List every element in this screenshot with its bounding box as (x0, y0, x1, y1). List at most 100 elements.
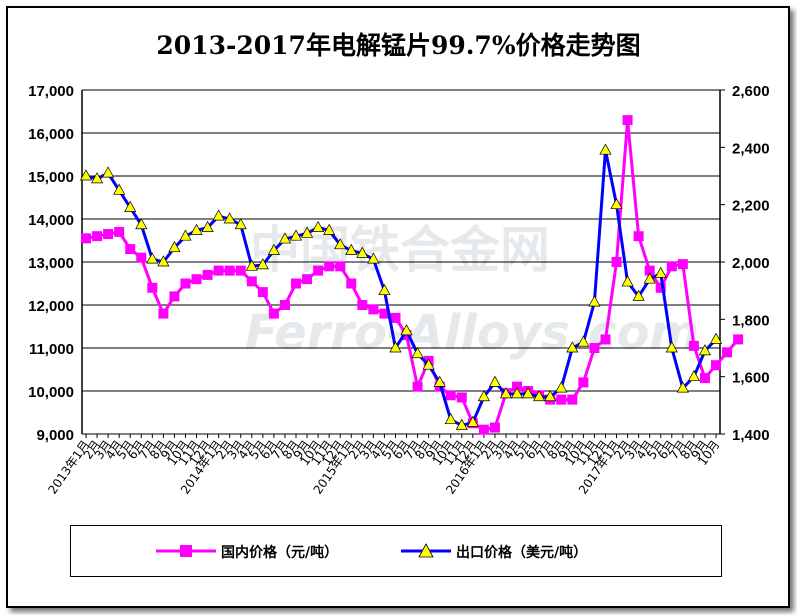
domestic-price-point (644, 265, 655, 276)
export-price-point (610, 197, 623, 210)
export-price-point (698, 344, 712, 356)
left-tick-label: 9,000 (36, 427, 74, 444)
left-tick-label: 12,000 (28, 298, 74, 315)
domestic-price-point (235, 265, 246, 276)
domestic-price-point (103, 229, 114, 240)
right-tick-label: 2,600 (732, 83, 770, 100)
export-price-point (267, 243, 280, 255)
export-price-point (312, 220, 325, 232)
domestic-price-point (81, 233, 91, 244)
export-price-point (79, 169, 93, 181)
export-price-point (157, 255, 170, 267)
watermark-cn: 中国铁合金网 (250, 221, 550, 279)
domestic-price-point (633, 231, 644, 242)
domestic-price-point (357, 300, 368, 310)
export-price-point (466, 415, 479, 427)
domestic-price-point (313, 265, 324, 276)
domestic-price-point (291, 278, 301, 289)
domestic-price-point (489, 422, 500, 433)
domestic-price-point (456, 392, 467, 403)
export-price-point (455, 418, 468, 430)
right-tick-label: 1,600 (732, 370, 770, 387)
chart-title: 2013-2017年电解锰片99.7%价格走势图 (156, 31, 641, 60)
export-price-point (566, 341, 579, 353)
export-price-point (190, 223, 203, 235)
export-price-point (643, 272, 656, 284)
domestic-price-point (180, 278, 191, 289)
domestic-price-point (246, 276, 257, 287)
domestic-price-point (711, 360, 721, 371)
export-price-point (522, 387, 535, 399)
domestic-price-point (578, 377, 589, 388)
export-price-point (168, 240, 181, 253)
domestic-price-point (699, 373, 710, 384)
export-price-point (632, 289, 645, 301)
export-price-point (367, 252, 380, 264)
domestic-price-point (611, 257, 622, 267)
export-price-point (102, 166, 115, 178)
export-price-point (278, 232, 292, 244)
export-price-point (687, 369, 700, 382)
left-tick-label: 11,000 (29, 341, 74, 358)
export-price-point (477, 390, 490, 402)
export-price-point (400, 324, 413, 336)
export-price-point (201, 220, 214, 232)
right-tick-label: 2,000 (732, 255, 770, 272)
domestic-price-point (324, 261, 335, 272)
legend-export-label: 出口价格（美元/吨） (456, 545, 588, 561)
export-price-point (533, 390, 546, 402)
domestic-price-point (169, 291, 180, 302)
export-price-point (300, 226, 314, 238)
export-price-point (676, 381, 689, 393)
export-price-point (599, 143, 612, 155)
export-price-point (665, 341, 678, 353)
left-tick-label: 16,000 (28, 126, 74, 143)
export-price-point (654, 266, 667, 278)
export-price-line (85, 149, 718, 427)
export-price-point (323, 223, 336, 235)
left-tick-label: 13,000 (28, 255, 74, 272)
domestic-price-point (191, 274, 202, 285)
domestic-price-point (733, 334, 744, 345)
domestic-price-point (622, 115, 633, 126)
export-price-point (212, 209, 225, 221)
domestic-price-point (147, 282, 158, 293)
export-price-point (577, 335, 590, 347)
right-tick-label: 2,400 (732, 140, 770, 157)
domestic-price-point (567, 394, 578, 405)
export-price-point (334, 238, 347, 250)
domestic-price-line (85, 119, 740, 432)
domestic-price-point (346, 278, 357, 289)
export-price-point (124, 200, 137, 212)
domestic-price-point (445, 390, 456, 401)
left-tick-label: 14,000 (28, 212, 74, 229)
right-tick-label: 1,400 (732, 427, 770, 444)
left-tick-label: 10,000 (28, 384, 74, 401)
domestic-price-point (202, 269, 213, 280)
export-price-point (345, 243, 358, 255)
domestic-price-point (114, 226, 125, 237)
export-price-point (234, 218, 247, 230)
export-price-point (411, 347, 424, 359)
export-price-point (488, 375, 502, 387)
export-price-point (555, 381, 568, 393)
export-price-point (499, 387, 513, 399)
right-tick-label: 2,200 (732, 198, 770, 215)
legend-domestic-label: 国内价格（元/吨） (221, 545, 339, 561)
domestic-price-point (257, 287, 268, 298)
domestic-price-point (136, 252, 147, 263)
export-price-point (146, 252, 159, 264)
domestic-price-point (92, 231, 103, 242)
domestic-price-point (589, 343, 600, 353)
export-price-point (223, 212, 236, 224)
export-price-point (444, 412, 457, 425)
domestic-price-point (368, 304, 379, 315)
export-price-point (90, 172, 104, 184)
domestic-price-point (655, 282, 666, 293)
export-price-point (621, 275, 634, 287)
export-price-point (544, 390, 557, 402)
export-price-point (256, 258, 269, 270)
domestic-price-point (268, 308, 279, 319)
export-price-point (113, 183, 126, 195)
